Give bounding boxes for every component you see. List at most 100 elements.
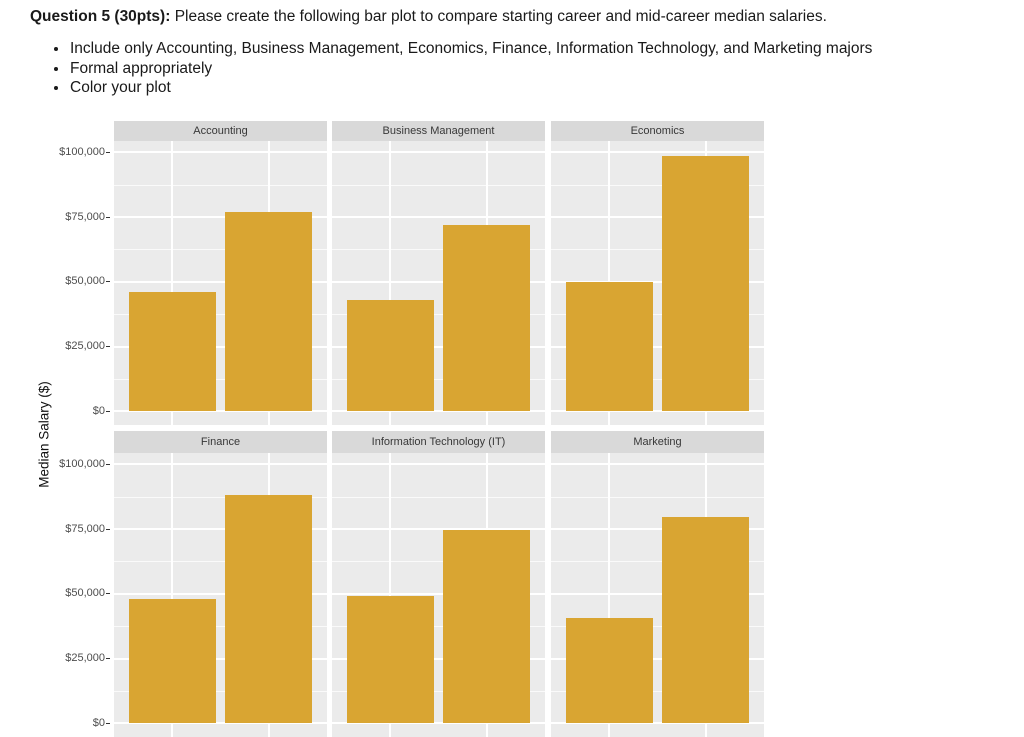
facet-strip-information-technology-it: Information Technology (IT) [332,431,545,453]
gridline-major [551,463,764,466]
bar-mid-career-median-salary-business-management [443,224,531,412]
y-tick-mark [106,410,110,412]
gridline-minor [551,249,764,251]
question-text: Please create the following bar plot to … [170,8,827,25]
facet-strip-accounting: Accounting [114,121,327,141]
y-tick-mark [106,346,110,348]
facet-panel-marketing [551,453,764,737]
gridline-major [332,345,545,348]
bar-mid-career-median-salary-marketing [662,517,750,724]
question-label: Question 5 (30pts): [30,8,171,25]
gridline-vertical [608,453,611,737]
gridline-minor [332,378,545,380]
gridline-minor [114,249,327,251]
faceted-bar-chart: Median Salary ($) $0 $25,000 $50,000 $75,00… [36,121,764,737]
y-tick-mark [106,463,110,465]
bar-mid-career-median-salary-accounting [225,211,313,412]
y-tick-label: $100,000 [59,145,105,158]
gridline-major [114,528,327,531]
gridline-major [332,151,545,154]
gridline-major [551,410,764,413]
gridline-minor [332,561,545,563]
facet-title: Information Technology (IT) [371,436,506,448]
gridline-minor [551,626,764,628]
gridline-minor [551,378,764,380]
facet-title: Business Management [382,125,495,137]
bar-starting-career-median-salary-economics [565,281,653,412]
question-bullets: Include only Accounting, Business Manage… [42,39,872,98]
gridline-minor [551,561,764,563]
gridline-minor [114,626,327,628]
facet-panel-business-management [332,141,545,425]
gridline-minor [332,184,545,186]
y-tick-mark [106,151,110,153]
bar-starting-career-median-salary-marketing [565,617,653,724]
gridline-major [114,463,327,466]
facet-panel-economics [551,141,764,425]
gridline-vertical [171,141,174,425]
gridline-major [551,151,764,154]
y-tick-mark [106,528,110,530]
facet-title: Finance [200,436,241,448]
gridline-minor [114,314,327,316]
facet-title: Marketing [633,436,682,448]
gridline-major [114,345,327,348]
gridline-major [551,528,764,531]
gridline-minor [114,184,327,186]
gridline-minor [114,496,327,498]
facet-panel-information-technology-it [332,453,545,737]
gridline-major [551,345,764,348]
bullet-item: Include only Accounting, Business Manage… [69,39,872,59]
facet-strip-marketing: Marketing [551,431,764,453]
y-tick-label: $75,000 [65,522,105,535]
bullet-item: Color your plot [69,78,872,98]
y-tick-mark [106,593,110,595]
facet-strip-finance: Finance [114,431,327,453]
y-tick-label: $0 [92,404,105,417]
question-line: Question 5 (30pts): Please create the fo… [30,7,827,27]
y-tick-label: $50,000 [65,587,105,600]
gridline-minor [114,378,327,380]
y-axis-title: Median Salary ($) [36,381,52,488]
bar-starting-career-median-salary-accounting [128,292,216,412]
y-tick-label: $75,000 [65,210,105,223]
facet-strip-economics: Economics [551,121,764,141]
y-tick-mark [106,281,110,283]
gridline-major [551,280,764,283]
gridline-major [551,216,764,219]
y-tick-mark [106,722,110,724]
y-tick-mark [106,216,110,218]
bar-mid-career-median-salary-finance [225,494,313,724]
gridline-minor [332,314,545,316]
y-tick-mark [106,658,110,660]
gridline-vertical [389,453,392,737]
gridline-minor [551,184,764,186]
gridline-major [551,592,764,595]
bar-mid-career-median-salary-information-technology-it [443,529,531,724]
bar-mid-career-median-salary-economics [662,155,750,412]
gridline-major [332,280,545,283]
y-tick-label: $50,000 [65,275,105,288]
gridline-major [332,592,545,595]
bar-starting-career-median-salary-finance [128,599,216,724]
y-tick-label: $100,000 [59,457,105,470]
facet-panel-finance [114,453,327,737]
gridline-minor [551,314,764,316]
gridline-major [332,463,545,466]
facet-panel-accounting [114,141,327,425]
gridline-major [332,216,545,219]
y-tick-label: $0 [92,716,105,729]
facet-title: Accounting [193,125,248,137]
gridline-minor [332,496,545,498]
bar-starting-career-median-salary-information-technology-it [346,596,434,724]
facet-strip-business-management: Business Management [332,121,545,141]
gridline-minor [332,626,545,628]
gridline-major [551,657,764,660]
bullet-item: Formal appropriately [69,59,872,79]
facet-title: Economics [630,125,685,137]
gridline-minor [114,561,327,563]
gridline-major [332,528,545,531]
gridline-major [114,657,327,660]
y-tick-label: $25,000 [65,340,105,353]
gridline-major [114,410,327,413]
